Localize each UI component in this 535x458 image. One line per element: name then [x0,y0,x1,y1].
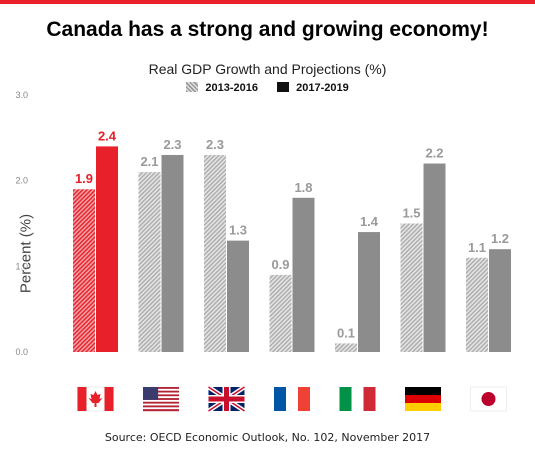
data-label-canada-series-2: 2.4 [98,128,117,143]
bar-canada-series-2 [96,146,118,352]
bar-usa-series-2 [161,154,184,352]
data-label-japan-series-1: 1.1 [468,240,486,255]
japan-flag [470,386,507,412]
germany-flag [405,387,441,411]
bar-usa-series-1 [138,172,161,352]
bar-uk-series-2 [227,240,249,352]
legend-item-series-1: 2013-2016 [186,82,258,94]
chart-title: Real GDP Growth and Projections (%) [148,61,387,77]
source-note: Source: OECD Economic Outlook, No. 102, … [104,431,431,444]
bar-japan-series-1 [466,257,488,352]
y-tick-label: 1.0 [15,261,28,271]
headline: Canada has a strong and growing economy! [46,18,489,41]
bar-italy-series-1 [335,343,357,352]
italy-flag [339,387,376,411]
canada-flag [77,386,114,412]
data-label-uk-series-2: 1.3 [229,223,247,238]
y-tick-label: 0.0 [15,347,28,357]
bar-germany-series-2 [423,163,446,352]
legend-item-series-2: 2017-2019 [277,82,349,94]
uk-flag [207,385,246,413]
data-label-usa-series-2: 2.3 [163,137,181,152]
legend-label-series-1: 2013-2016 [205,82,258,94]
y-tick-label: 2.0 [15,176,28,186]
bar-france-series-1 [269,274,292,352]
bar-canada-series-1 [73,189,95,352]
data-label-uk-series-1: 2.3 [206,137,224,152]
data-label-japan-series-2: 1.2 [491,231,509,246]
bar-japan-series-2 [489,249,511,352]
y-tick-label: 3.0 [15,90,28,100]
data-label-italy-series-1: 0.1 [337,325,355,340]
bar-italy-series-2 [358,232,380,352]
top-accent-bar [0,0,535,4]
legend-swatch-hatched [186,82,199,92]
bar-france-series-2 [292,197,315,352]
data-label-germany-series-1: 1.5 [402,206,420,221]
legend-swatch-solid [277,82,290,92]
data-label-france-series-1: 0.9 [271,257,289,272]
data-label-usa-series-1: 2.1 [140,154,158,169]
data-label-france-series-2: 1.8 [294,180,312,195]
data-label-italy-series-2: 1.4 [360,214,379,229]
bar-uk-series-1 [204,154,226,352]
france-flag [274,387,310,411]
data-label-germany-series-2: 2.2 [425,146,443,161]
bar-germany-series-1 [400,223,423,352]
data-label-canada-series-1: 1.9 [75,171,93,186]
legend: 2013-2016 2017-2019 [0,82,535,94]
usa-flag [143,387,179,412]
legend-label-series-2: 2017-2019 [296,82,349,94]
